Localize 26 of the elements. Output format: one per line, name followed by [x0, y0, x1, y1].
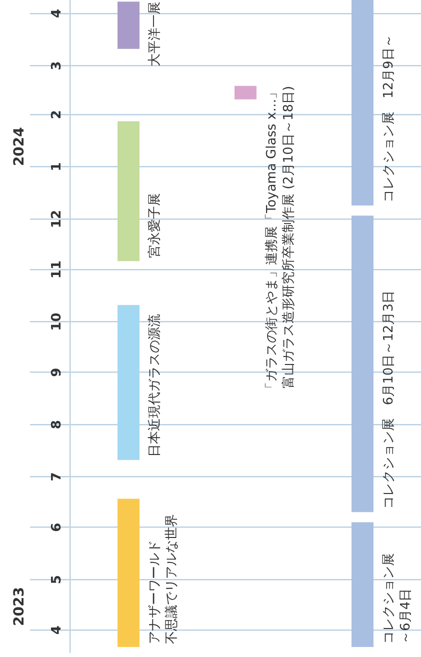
- band-label: アナザーワールド: [147, 540, 162, 644]
- y-tick-label: 10: [49, 312, 64, 331]
- y-tick-label: 8: [49, 420, 64, 430]
- y-tick-label: 3: [49, 61, 64, 70]
- band-label: 大平洋一展: [147, 2, 162, 67]
- y-tick-label: 4: [49, 8, 64, 18]
- annotation: ～6月4日: [398, 588, 414, 644]
- annotation: 不思議でリアルな世界: [164, 514, 180, 644]
- y-tick-label: 2: [49, 110, 64, 120]
- y-tick-label: 4: [49, 626, 64, 635]
- band-label: コレクション展 6月10日～12月3日: [381, 290, 396, 510]
- y-tick-label: 11: [49, 260, 64, 279]
- y-tick-label: 1: [49, 162, 64, 172]
- y-tick-label: 12: [49, 210, 64, 228]
- y2-tick-label: 2024: [12, 126, 28, 166]
- y-tick-label: 9: [49, 368, 64, 377]
- y-tick-label: 6: [49, 522, 64, 532]
- band-label: コレクション展: [381, 552, 396, 644]
- annotation: 富山ガラス造形研究所卒業制作展 (2月10日～18日): [280, 86, 296, 389]
- y2-tick-label: 2023: [12, 587, 28, 626]
- y-tick-label: 5: [49, 575, 64, 584]
- band-label: コレクション展 12月9日～: [381, 34, 396, 203]
- band-label: 宮永愛子展: [146, 193, 162, 258]
- band-label: 日本近現代ガラスの源流: [146, 314, 162, 457]
- y-tick-label: 7: [49, 472, 64, 482]
- band-label: 「ガラスの街とやま」連携展「Toyama Glass x…」: [264, 86, 280, 396]
